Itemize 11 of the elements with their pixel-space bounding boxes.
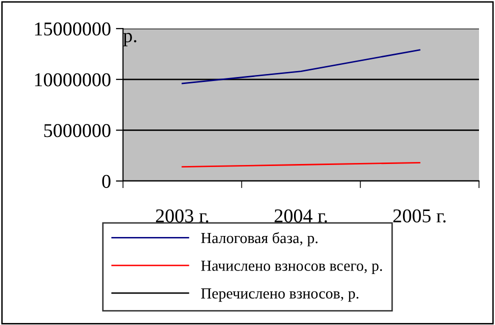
- legend-label: Перечислено взносов, р.: [201, 288, 358, 302]
- x-tick-label: 2005 г.: [393, 209, 446, 223]
- y-tick-label: 10000000: [35, 73, 110, 86]
- y-axis-title: р.: [123, 32, 136, 46]
- x-tick-label: 2004 г.: [274, 209, 327, 223]
- y-tick-label: 0: [102, 174, 110, 188]
- y-tick-label: 5000000: [44, 124, 110, 138]
- legend-label: Начислено взносов всего, р.: [201, 260, 382, 274]
- y-tick-label: 15000000: [35, 22, 110, 36]
- legend-label: Налоговая база, р.: [201, 232, 318, 246]
- x-tick-label: 2003 г.: [156, 209, 208, 223]
